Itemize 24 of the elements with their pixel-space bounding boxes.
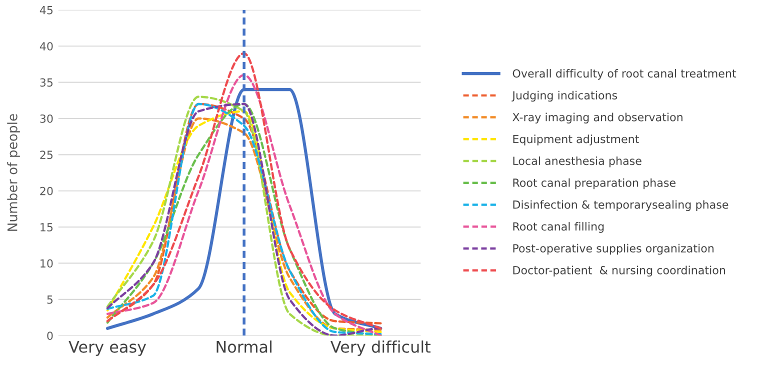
y-tick-label: 25 [40, 150, 53, 160]
y-tick-label: 45 [40, 6, 53, 14]
y-tick-label: 10 [40, 259, 53, 268]
legend-label: Root canal preparation phase [513, 178, 676, 190]
legend-label: Post-operative supplies organization [513, 244, 714, 255]
y-axis-title: Number of people [7, 114, 20, 231]
x-tick-label: Very easy [68, 340, 146, 356]
legend-label: Judging indications [512, 90, 618, 102]
y-tick-label: 30 [40, 114, 53, 123]
x-tick-label: Normal [216, 340, 272, 353]
legend-label: Equipment adjustment [513, 134, 639, 146]
y-tick-label: 5 [47, 296, 53, 304]
legend-label: Overall difficulty of root canal treatment [512, 69, 736, 80]
x-tick-label: Very difficult [330, 340, 430, 356]
y-tick-label: 0 [47, 332, 53, 340]
legend-label: Local anesthesia phase [513, 156, 642, 168]
legend-label: X-ray imaging and observation [512, 112, 682, 124]
y-tick-label: 40 [40, 42, 53, 50]
legend-label: Disinfection & temporarysealing phase [513, 200, 728, 211]
legend-label: Doctor-patient & nursing coordination [513, 266, 726, 277]
legend-label: Root canal filling [513, 222, 604, 233]
y-tick-label: 35 [40, 78, 53, 87]
y-tick-label: 20 [40, 186, 53, 196]
y-tick-label: 15 [40, 223, 53, 232]
